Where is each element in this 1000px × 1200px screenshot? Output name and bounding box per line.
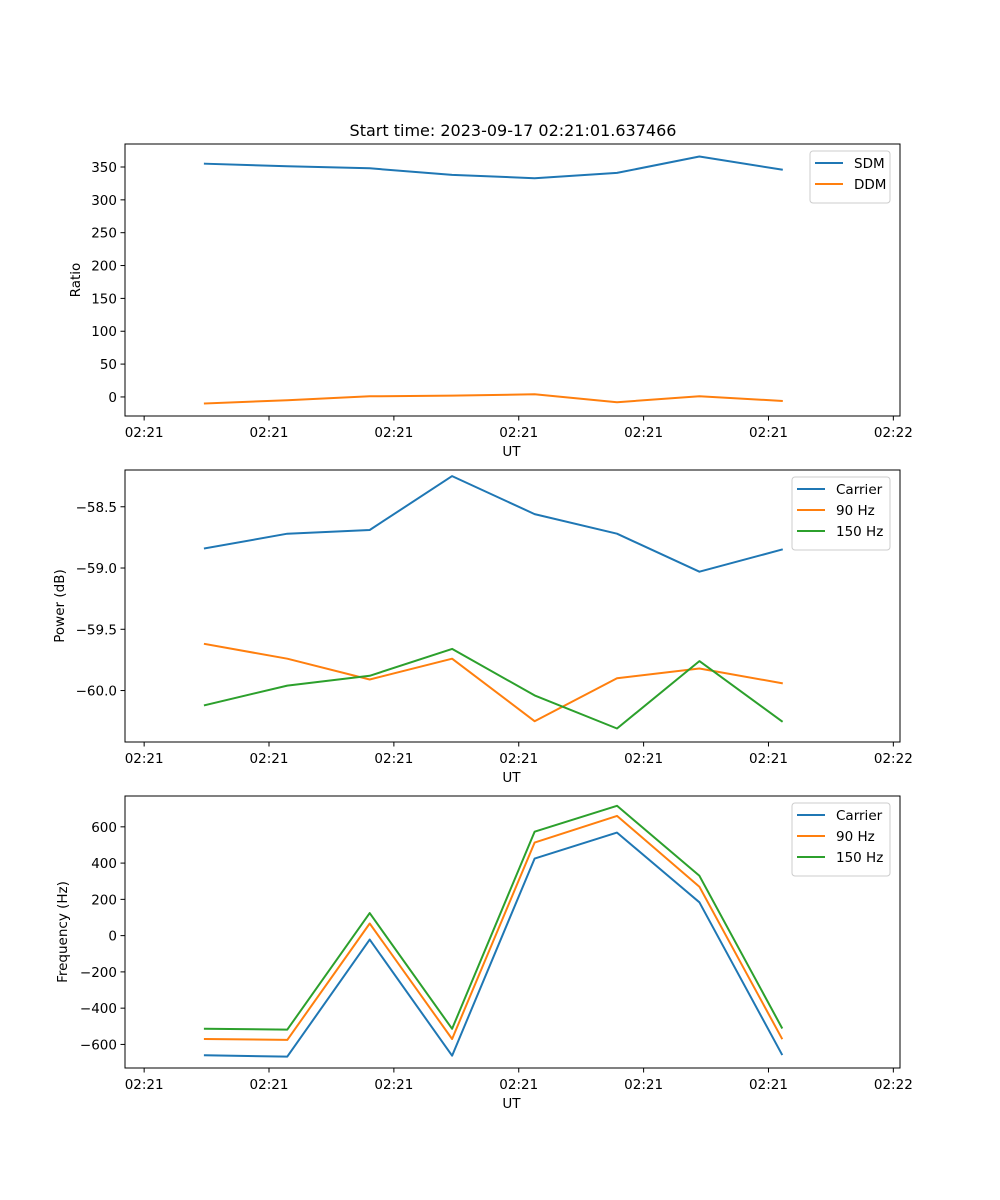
series-line-150-hz	[203, 804, 784, 1031]
y-axis-label: Frequency (Hz)	[55, 881, 71, 983]
x-tick-label: 02:21	[624, 751, 663, 767]
legend-label: Carrier	[836, 808, 883, 824]
y-tick-label: 0	[108, 929, 117, 945]
y-tick-label: −60.0	[76, 684, 117, 700]
y-tick-label: 300	[91, 193, 117, 209]
legend-label: Carrier	[836, 482, 883, 498]
y-tick-label: −59.5	[76, 622, 117, 638]
legend: Carrier 90 Hz 150 Hz	[791, 476, 891, 551]
y-axis-label: Power (dB)	[52, 569, 68, 642]
x-tick-label: 02:21	[499, 751, 538, 767]
legend: Carrier 90 Hz 150 Hz	[791, 802, 891, 877]
x-tick-label: 02:21	[749, 425, 788, 441]
legend-label: DDM	[854, 177, 886, 193]
x-tick-label: 02:22	[874, 751, 913, 767]
x-tick-label: 02:21	[499, 1077, 538, 1093]
plot-frame	[124, 143, 901, 417]
y-tick-label: 400	[91, 856, 117, 872]
x-tick-label: 02:21	[624, 425, 663, 441]
x-axis-label: UT	[502, 444, 521, 460]
y-tick-label: 200	[91, 259, 117, 275]
x-tick-label: 02:21	[749, 1077, 788, 1093]
y-tick-label: −200	[80, 965, 117, 981]
x-tick-label: 02:21	[374, 751, 413, 767]
series-line-sdm	[203, 155, 783, 180]
y-tick-label: 350	[91, 160, 117, 176]
legend-label: 150 Hz	[836, 524, 883, 540]
series-line-90-hz	[203, 642, 783, 723]
series-line-carrier	[203, 831, 784, 1058]
y-tick-label: −58.5	[76, 500, 117, 516]
x-tick-label: 02:21	[749, 751, 788, 767]
legend-label: 90 Hz	[836, 503, 875, 519]
legend: SDM DDM	[809, 150, 891, 204]
y-tick-label: 600	[91, 820, 117, 836]
series-line-ddm	[203, 393, 783, 405]
series-line-90-hz	[203, 814, 784, 1041]
y-tick-label: 0	[108, 390, 117, 406]
x-tick-label: 02:21	[250, 425, 289, 441]
x-tick-label: 02:21	[125, 1077, 164, 1093]
y-tick-label: 50	[100, 357, 117, 373]
x-axis-label: UT	[502, 770, 521, 786]
x-tick-label: 02:21	[374, 1077, 413, 1093]
x-tick-label: 02:21	[125, 751, 164, 767]
y-tick-label: 200	[91, 892, 117, 908]
x-tick-label: 02:21	[125, 425, 164, 441]
plot-frame	[124, 469, 901, 743]
y-tick-label: 100	[91, 324, 117, 340]
y-tick-label: 150	[91, 291, 117, 307]
ratio-panel: 02:21 02:21 02:21 02:21 02:21 02:21 02:22 0 50 10…	[68, 143, 913, 460]
y-tick-label: 250	[91, 226, 117, 242]
x-tick-label: 02:21	[250, 1077, 289, 1093]
legend-label: SDM	[854, 156, 885, 172]
series-line-150-hz	[203, 647, 784, 730]
x-tick-label: 02:21	[250, 751, 289, 767]
legend-label: 90 Hz	[836, 829, 875, 845]
x-axis-label: UT	[502, 1096, 521, 1112]
plot-frame	[124, 795, 901, 1069]
x-tick-label: 02:22	[874, 425, 913, 441]
figure-title: Start time: 2023-09-17 02:21:01.637466	[350, 121, 677, 140]
power-panel: 02:21 02:21 02:21 02:21 02:21 02:21 02:22 −60.0…	[52, 469, 913, 786]
x-tick-label: 02:21	[374, 425, 413, 441]
y-tick-label: −400	[80, 1001, 117, 1017]
y-axis-label: Ratio	[68, 263, 84, 298]
legend-label: 150 Hz	[836, 850, 883, 866]
x-tick-label: 02:21	[499, 425, 538, 441]
series-line-carrier	[203, 475, 784, 573]
y-tick-label: −59.0	[76, 561, 117, 577]
y-tick-label: −600	[80, 1037, 117, 1053]
x-tick-label: 02:21	[624, 1077, 663, 1093]
frequency-panel: 02:21 02:21 02:21 02:21 02:21 02:21 02:22 −600 −…	[55, 795, 913, 1112]
x-tick-label: 02:22	[874, 1077, 913, 1093]
